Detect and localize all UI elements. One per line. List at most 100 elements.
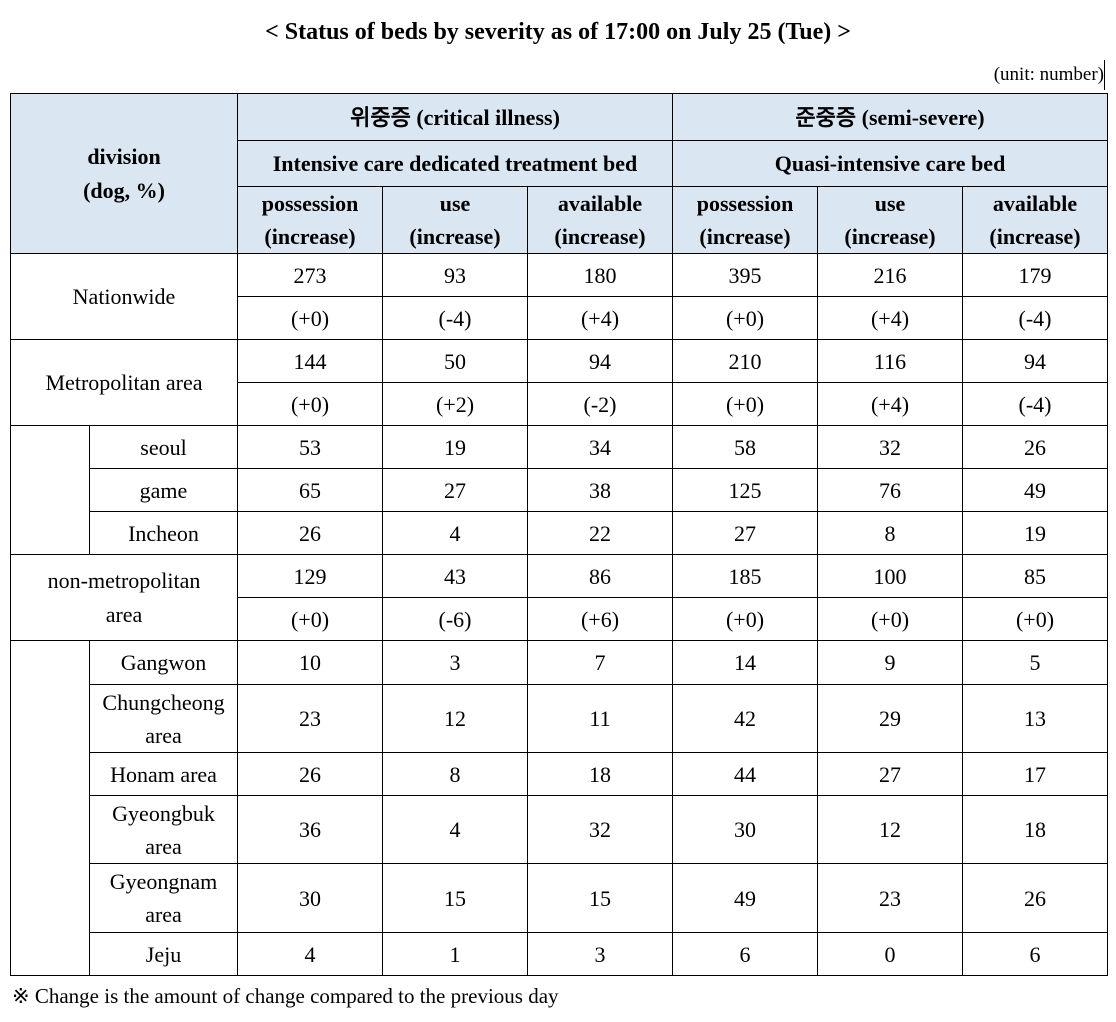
row-label-nationwide: Nationwide <box>9 253 239 340</box>
column-header-row: possession (increase) use (increase) ava… <box>11 186 1109 254</box>
table-cell: 4 <box>382 795 529 864</box>
table-cell: 50 <box>382 339 529 383</box>
table-row: (+0) (-4) (+4) (+0) (+4) (-4) <box>11 296 1109 340</box>
table-cell: 0 <box>817 932 964 976</box>
change-cell: (+0) <box>817 597 964 641</box>
critical-illness-header: 위중증 (critical illness) <box>237 93 674 141</box>
table-cell: 36 <box>237 795 384 864</box>
change-cell: (+4) <box>527 296 674 340</box>
region-label-gangwon: Gangwon <box>88 640 239 685</box>
table-row: Jeju 4 1 3 6 0 6 <box>11 932 1109 976</box>
table-cell: 49 <box>672 863 819 933</box>
table-cell: 1 <box>382 932 529 976</box>
table-cell: 49 <box>962 468 1109 512</box>
table-cell: 125 <box>672 468 819 512</box>
region-label-seoul: seoul <box>88 425 239 469</box>
table-cell: 3 <box>527 932 674 976</box>
row-label-non-metropolitan: non-metropolitan area <box>9 554 239 641</box>
table-cell: 116 <box>817 339 964 383</box>
table-row: Nationwide 273 93 180 395 216 179 <box>9 253 1109 340</box>
table-cell: 179 <box>962 253 1109 297</box>
table-cell: 129 <box>237 554 384 598</box>
change-cell: (+0) <box>237 597 384 641</box>
table-cell: 17 <box>962 752 1109 796</box>
change-cell: (+0) <box>237 382 384 426</box>
table-title: < Status of beds by severity as of 17:00… <box>265 19 851 45</box>
table-cell: 210 <box>672 339 819 383</box>
table-row: Incheon 26 4 22 27 8 19 <box>11 511 1109 555</box>
change-cell: (+2) <box>382 382 529 426</box>
table-cell: 13 <box>962 684 1109 753</box>
table-cell: 6 <box>962 932 1109 976</box>
table-cell: 58 <box>672 425 819 469</box>
col-use-critical: use (increase) <box>382 186 529 254</box>
table-cell: 65 <box>237 468 384 512</box>
col-possession-semi: possession (increase) <box>672 186 819 254</box>
table-cell: 32 <box>527 795 674 864</box>
table-cell: 26 <box>237 752 384 796</box>
table-row: Gyeongbuk area 36 4 32 30 12 18 <box>11 795 1109 864</box>
region-label-incheon: Incheon <box>88 511 239 555</box>
table-cell: 26 <box>962 425 1109 469</box>
table-cell: 76 <box>817 468 964 512</box>
table-cell: 12 <box>382 684 529 753</box>
table-row: seoul 53 19 34 58 32 26 <box>10 425 1109 555</box>
table-cell: 86 <box>527 554 674 598</box>
table-cell: 30 <box>237 863 384 933</box>
table-cell: 94 <box>962 339 1109 383</box>
table-cell: 94 <box>527 339 674 383</box>
critical-subheader: Intensive care dedicated treatment bed <box>237 140 674 187</box>
change-cell: (+0) <box>962 597 1109 641</box>
table-cell: 216 <box>817 253 964 297</box>
table-row: Gyeongnam area 30 15 15 49 23 26 <box>11 863 1109 933</box>
region-label-gyeongbuk: Gyeongbuk area <box>88 795 239 864</box>
table-row: Honam area 26 8 18 44 27 17 <box>11 752 1109 796</box>
change-cell: (+4) <box>817 382 964 426</box>
nonmetro-indent-cell <box>10 640 90 976</box>
table-cell: 22 <box>527 511 674 555</box>
table-cell: 15 <box>382 863 529 933</box>
table-cell: 23 <box>817 863 964 933</box>
table-cell: 5 <box>962 640 1109 685</box>
table-cell: 29 <box>817 684 964 753</box>
table-row: Metropolitan area 144 50 94 210 116 94 <box>9 339 1109 426</box>
table-cell: 18 <box>527 752 674 796</box>
change-cell: (-2) <box>527 382 674 426</box>
table-cell: 27 <box>672 511 819 555</box>
change-cell: (+0) <box>237 296 384 340</box>
region-label-jeju: Jeju <box>88 932 239 976</box>
col-available-semi: available (increase) <box>962 186 1109 254</box>
change-cell: (-4) <box>382 296 529 340</box>
region-label-chungcheong: Chungcheong area <box>88 684 239 753</box>
table-cell: 273 <box>237 253 384 297</box>
table-cell: 53 <box>237 425 384 469</box>
col-possession-critical: possession (increase) <box>237 186 384 254</box>
table-cell: 43 <box>382 554 529 598</box>
change-cell: (+0) <box>672 296 819 340</box>
table-cell: 19 <box>962 511 1109 555</box>
table-cell: 19 <box>382 425 529 469</box>
table-cell: 185 <box>672 554 819 598</box>
table-cell: 9 <box>817 640 964 685</box>
table-cell: 18 <box>962 795 1109 864</box>
table-cell: 26 <box>237 511 384 555</box>
table-cell: 38 <box>527 468 674 512</box>
semi-subheader: Quasi-intensive care bed <box>672 140 1109 187</box>
table-cell: 26 <box>962 863 1109 933</box>
col-available-critical: available (increase) <box>527 186 674 254</box>
table-cell: 27 <box>817 752 964 796</box>
change-cell: (-4) <box>962 296 1109 340</box>
change-cell: (-4) <box>962 382 1109 426</box>
table-cell: 4 <box>237 932 384 976</box>
table-cell: 93 <box>382 253 529 297</box>
table-cell: 27 <box>382 468 529 512</box>
table-row: game 65 27 38 125 76 49 <box>11 468 1109 512</box>
table-cell: 44 <box>672 752 819 796</box>
table-cell: 12 <box>817 795 964 864</box>
region-label-game: game <box>88 468 239 512</box>
table-cell: 42 <box>672 684 819 753</box>
table-cell: 30 <box>672 795 819 864</box>
table-cell: 8 <box>817 511 964 555</box>
table-cell: 15 <box>527 863 674 933</box>
table-row: (+0) (-6) (+6) (+0) (+0) (+0) <box>11 597 1109 641</box>
